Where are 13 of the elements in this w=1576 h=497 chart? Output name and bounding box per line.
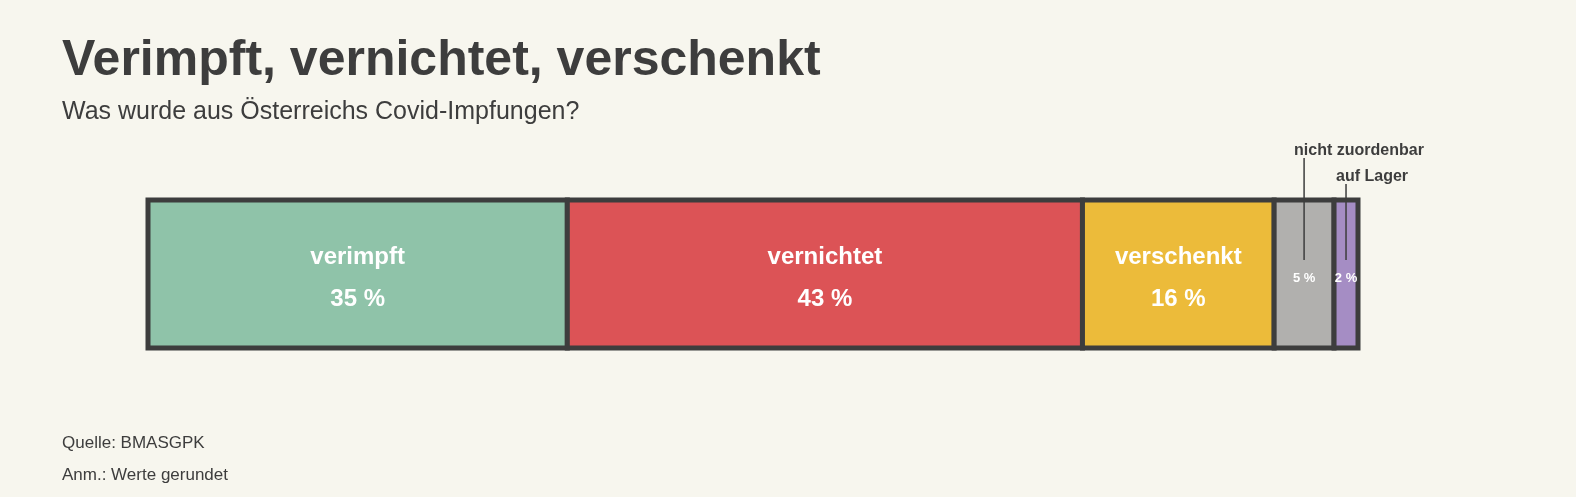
data-label: 35 % bbox=[330, 284, 386, 311]
chart-title: Verimpft, vernichtet, verschenkt bbox=[62, 30, 821, 86]
series-label: vernichtet bbox=[767, 242, 883, 269]
data-label: 5 % bbox=[1292, 270, 1316, 285]
source-note: Quelle: BMASGPK bbox=[62, 433, 206, 452]
text: Anm.: Werte gerundet bbox=[62, 465, 229, 484]
chart-subtitle: Was wurde aus Österreichs Covid-Impfungen? bbox=[62, 96, 580, 124]
data-label: 16 % bbox=[1150, 284, 1206, 311]
series-label: verschenkt bbox=[1114, 242, 1242, 269]
text: nicht zuordenbar bbox=[1294, 141, 1424, 158]
series-label: verimpft bbox=[310, 242, 406, 269]
series-label: auf Lager bbox=[1336, 167, 1409, 184]
data-label: 43 % bbox=[797, 284, 853, 311]
